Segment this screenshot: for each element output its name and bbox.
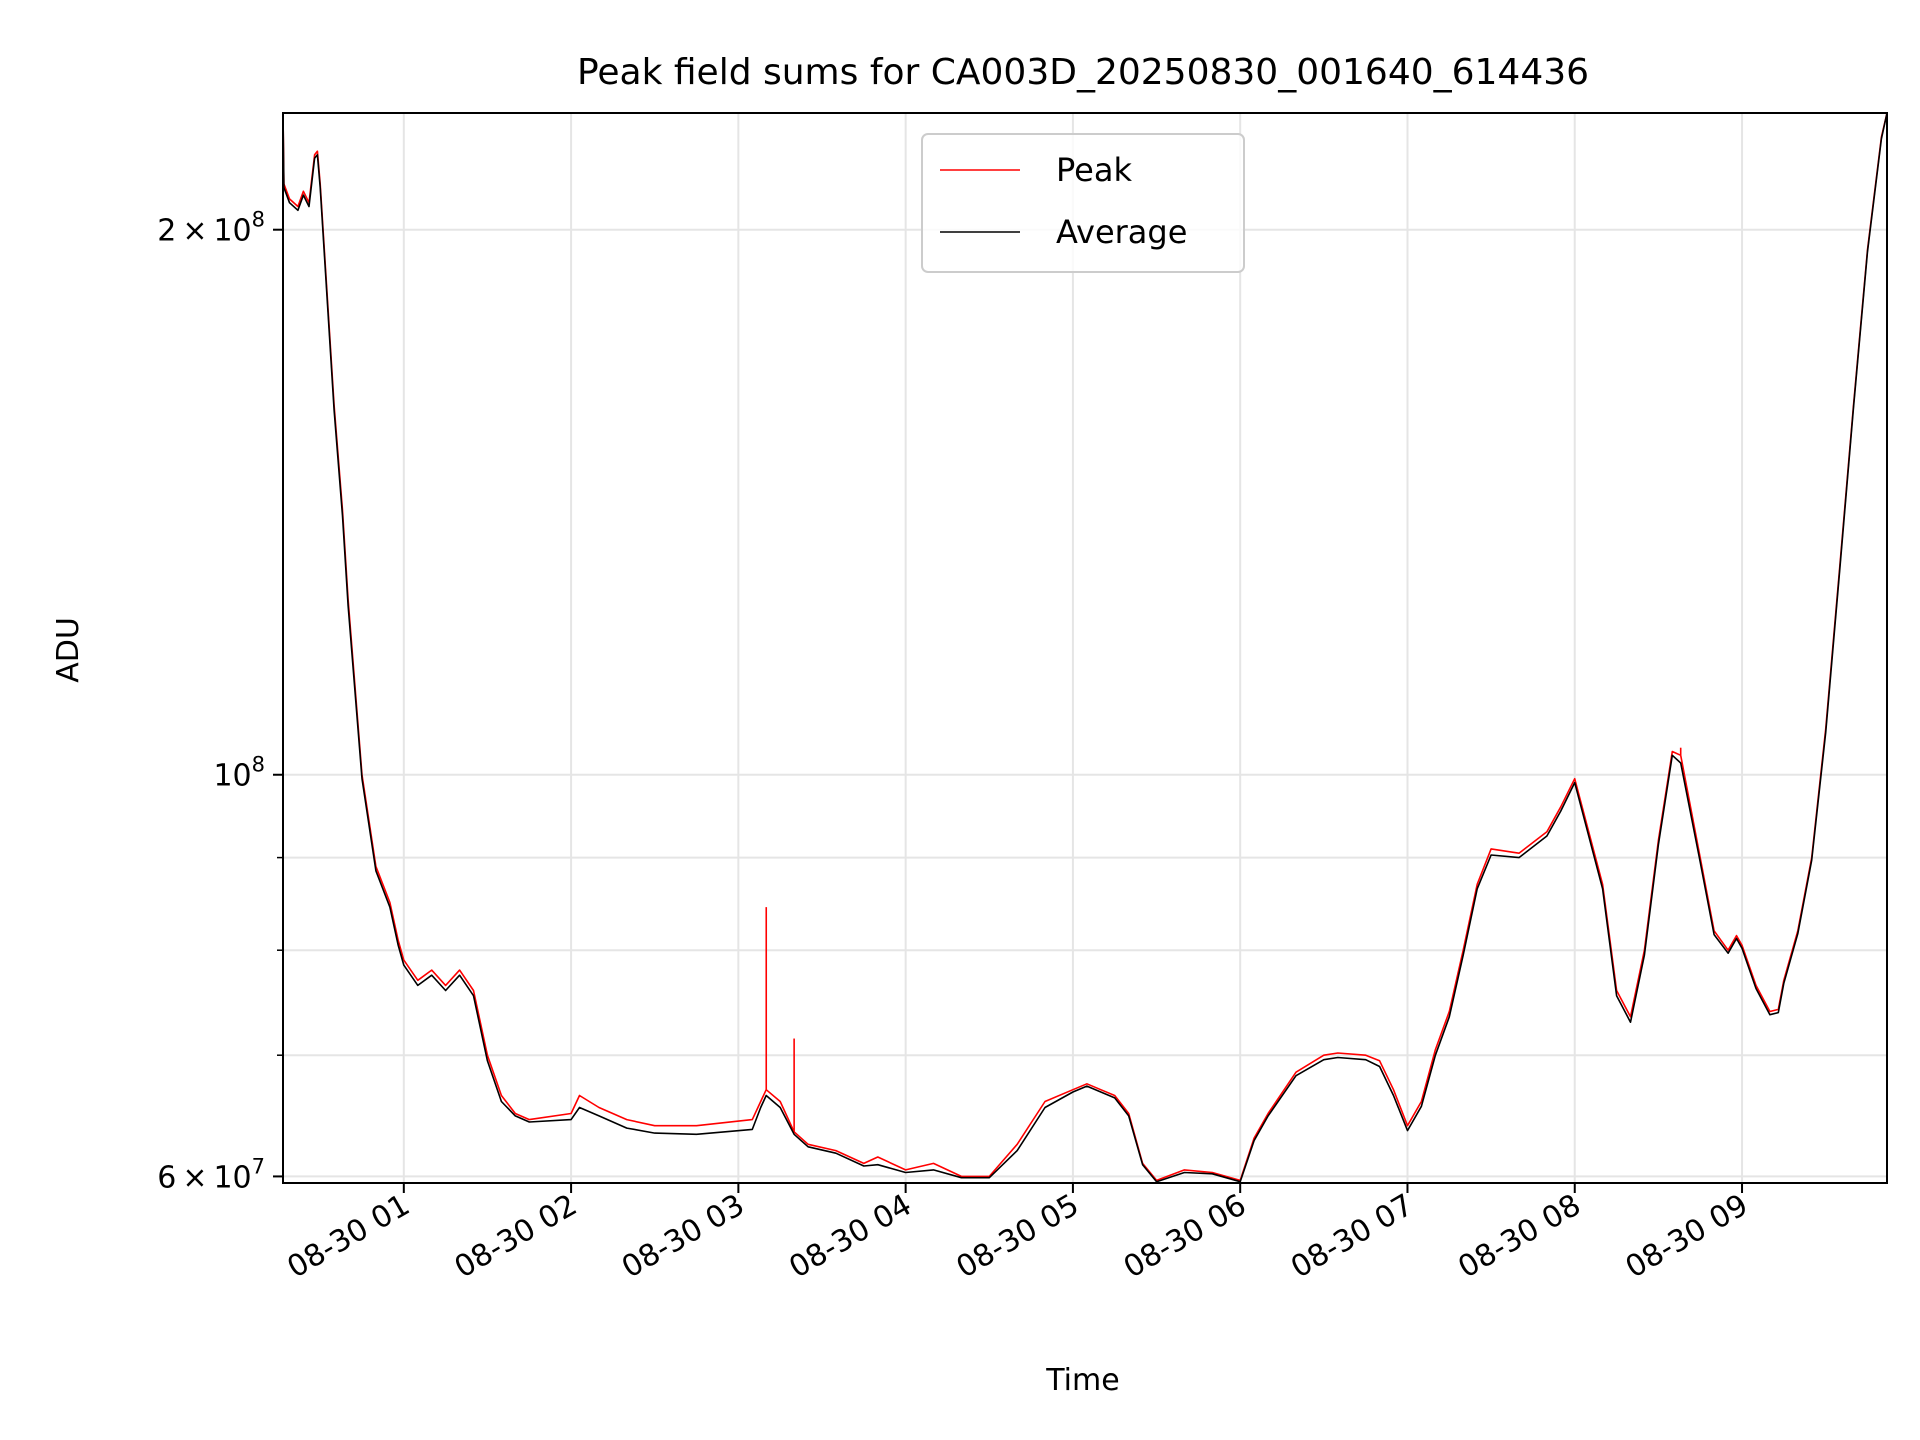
y-axis-label: ADU [51, 617, 86, 683]
chart-title: Peak field sums for CA003D_20250830_0016… [577, 52, 1589, 93]
x-tick-label: 08-30 09 [1620, 1188, 1754, 1286]
plot-frame [282, 112, 1888, 1184]
x-tick-label: 08-30 04 [783, 1188, 917, 1286]
series-layer [283, 113, 1887, 1183]
x-tick-label: 08-30 01 [281, 1188, 415, 1286]
x-tick-label: 08-30 02 [449, 1188, 583, 1286]
series-line-peak [283, 113, 1887, 1182]
legend: Peak Average [921, 133, 1245, 273]
x-tick-label: 08-30 07 [1285, 1188, 1419, 1286]
series-line-average [283, 113, 1887, 1183]
x-axis-label: Time [1045, 1363, 1119, 1398]
y-tick-label: 2 × 108 [157, 208, 265, 249]
legend-label-peak: Peak [1056, 151, 1132, 189]
x-tick-label: 08-30 05 [951, 1188, 1085, 1286]
legend-label-average: Average [1056, 213, 1187, 251]
grid [283, 113, 1887, 1183]
legend-box [921, 133, 1245, 273]
y-tick-label: 6 × 107 [157, 1154, 265, 1195]
y-tick-label: 108 [213, 753, 265, 794]
axes: 08-30 01 08-30 02 08-30 03 08-30 04 08-30 05… [157, 112, 1888, 1286]
x-tick-label: 08-30 03 [616, 1188, 750, 1286]
x-tick-label: 08-30 06 [1118, 1188, 1252, 1286]
x-tick-label: 08-30 08 [1452, 1188, 1586, 1286]
